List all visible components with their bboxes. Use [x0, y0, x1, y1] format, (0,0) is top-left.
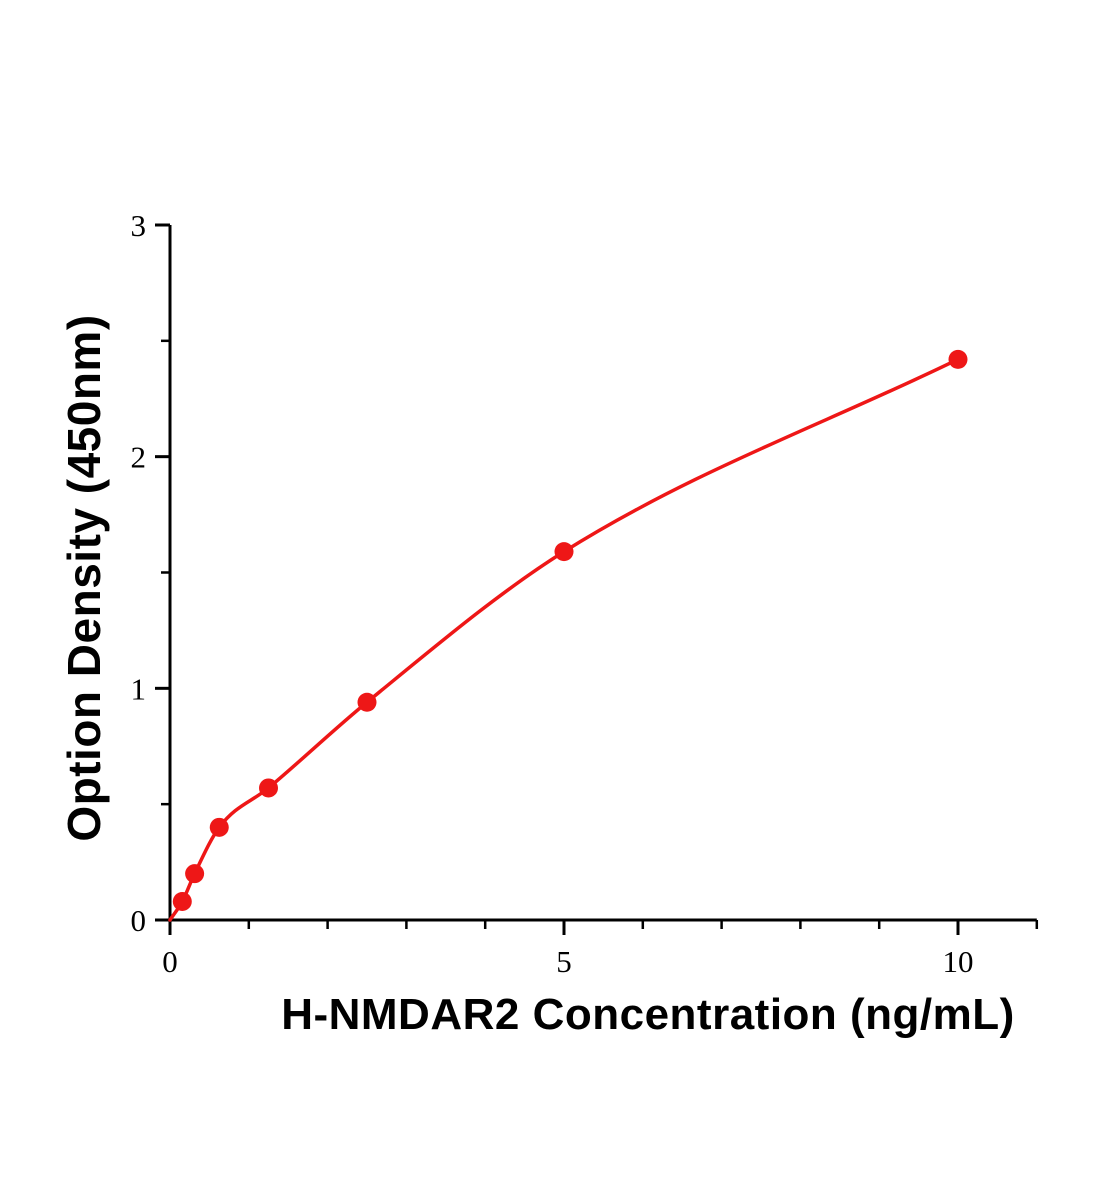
y-tick-label: 0 [131, 903, 147, 938]
x-tick-label: 0 [162, 944, 178, 979]
data-point [209, 817, 229, 837]
x-tick-label: 5 [556, 944, 572, 979]
y-tick-label: 3 [131, 208, 147, 243]
y-tick-label: 1 [131, 671, 147, 706]
fit-curve [168, 357, 960, 922]
data-point [948, 349, 968, 369]
x-tick-label: 10 [943, 944, 974, 979]
data-point [172, 891, 192, 911]
y-tick-label: 2 [131, 440, 147, 475]
x-axis-title: H-NMDAR2 Concentration (ng/mL) [281, 990, 1015, 1039]
data-point [185, 864, 205, 884]
data-point [554, 542, 574, 562]
data-point [357, 692, 377, 712]
data-point [259, 778, 278, 798]
y-axis-title: Option Density (450nm) [58, 314, 110, 842]
